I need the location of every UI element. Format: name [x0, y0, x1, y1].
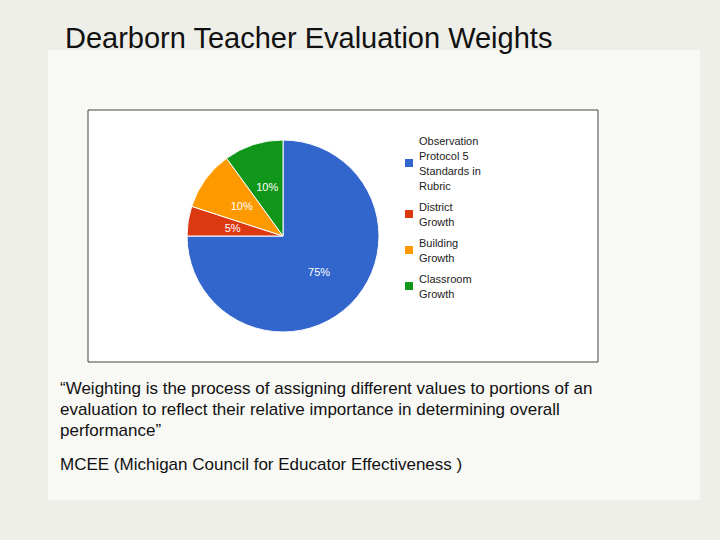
svg-text:Rubric: Rubric — [419, 180, 451, 192]
svg-text:District: District — [419, 201, 456, 213]
svg-text:Standards in: Standards in — [419, 165, 484, 177]
svg-text:10%: 10% — [256, 181, 278, 193]
svg-text:10%: 10% — [231, 200, 253, 212]
svg-text:Growth: Growth — [419, 288, 454, 300]
svg-text:“Weighting is the process of a: “Weighting is the process of assigning d… — [60, 379, 597, 398]
svg-text:Dearborn Teacher Evaluation We: Dearborn Teacher Evaluation Weights — [65, 22, 552, 54]
svg-text:Growth: Growth — [419, 252, 454, 264]
svg-text:Observation: Observation — [419, 135, 481, 147]
svg-text:Growth: Growth — [419, 216, 454, 228]
svg-text:75%: 75% — [308, 266, 330, 278]
svg-text:Classroom: Classroom — [419, 273, 475, 285]
svg-text:evaluation to reflect their re: evaluation to reflect their relative imp… — [60, 400, 565, 419]
svg-text:Building: Building — [419, 237, 461, 249]
svg-text:MCEE (Michigan Council for Edu: MCEE (Michigan Council for Educator Effe… — [60, 455, 462, 474]
svg-text:performance”: performance” — [60, 421, 161, 440]
svg-text:5%: 5% — [225, 222, 241, 234]
svg-text:Protocol 5: Protocol 5 — [419, 150, 472, 162]
